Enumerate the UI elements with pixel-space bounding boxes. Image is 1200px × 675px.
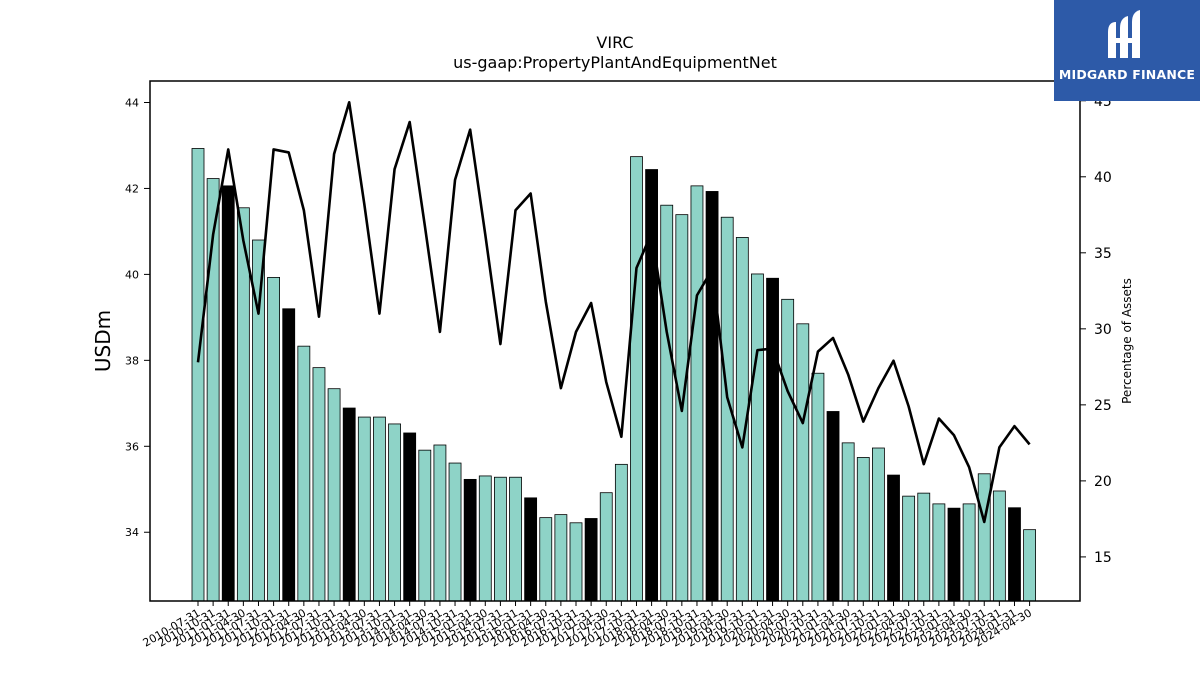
y2-tick-label: 30 — [1094, 322, 1112, 338]
bar — [327, 388, 341, 602]
bar — [478, 475, 492, 602]
bar — [841, 442, 855, 602]
plot-frame — [149, 80, 1081, 602]
bar — [751, 273, 764, 602]
bar — [357, 416, 371, 602]
bar — [312, 367, 326, 602]
bar — [463, 478, 477, 602]
y-axis-left: 34 36 38 40 42 44 — [125, 96, 150, 539]
bar — [569, 522, 583, 602]
bar — [584, 518, 598, 602]
bar — [418, 449, 432, 602]
bar — [448, 462, 462, 602]
y2-tick-label: 20 — [1094, 474, 1112, 490]
y-tick-label: 38 — [125, 354, 139, 367]
bar — [297, 345, 311, 602]
bar — [599, 492, 613, 602]
midgard-finance-logo: MIDGARD FINANCE — [1054, 0, 1200, 101]
bars-layer — [191, 148, 1036, 602]
bar — [917, 492, 931, 602]
bar — [932, 503, 946, 602]
line-layer — [196, 100, 1031, 524]
bar — [811, 372, 825, 602]
bar — [614, 463, 628, 602]
bar — [554, 514, 568, 602]
bar — [1023, 529, 1036, 602]
bar — [1008, 507, 1021, 602]
y2-tick-label: 15 — [1094, 550, 1112, 566]
bar — [524, 497, 538, 602]
bar — [373, 416, 386, 602]
bar — [660, 204, 674, 602]
bar — [509, 476, 522, 602]
chart-title: VIRC — [596, 33, 633, 52]
bar — [766, 277, 779, 602]
bar — [887, 474, 900, 602]
series-line — [196, 100, 1031, 524]
bar — [282, 308, 296, 602]
chart-subtitle: us-gaap:PropertyPlantAndEquipmentNet — [453, 53, 777, 72]
bar — [539, 517, 553, 602]
bar — [826, 411, 840, 602]
bar — [630, 156, 643, 602]
bar — [690, 185, 704, 602]
bar — [977, 473, 991, 602]
bar — [493, 476, 507, 602]
bar — [992, 490, 1006, 602]
y-tick-label: 44 — [125, 96, 139, 109]
bar — [267, 276, 281, 602]
bar — [191, 148, 205, 602]
bar — [902, 495, 916, 602]
bar — [342, 407, 356, 602]
logo-brand-text: MIDGARD FINANCE — [1058, 67, 1196, 82]
y2-tick-label: 40 — [1094, 170, 1112, 186]
x-axis: 2010-07-312010-10-312011-01-312011-04-30… — [141, 601, 1034, 650]
bar — [221, 185, 235, 602]
y2-axis-label: Percentage of Assets — [1120, 278, 1134, 404]
bar — [796, 323, 810, 602]
bar — [403, 432, 417, 602]
bar — [388, 423, 401, 602]
y-tick-label: 40 — [125, 268, 139, 281]
bar — [872, 447, 885, 602]
y-tick-label: 42 — [125, 182, 139, 195]
bar — [433, 444, 447, 602]
midgard-logo-icon — [1108, 10, 1140, 58]
y2-tick-label: 35 — [1094, 246, 1112, 262]
bar — [962, 503, 976, 602]
bar — [705, 191, 719, 602]
y2-tick-label: 25 — [1094, 398, 1112, 414]
y-axis-label: USDm — [91, 310, 115, 372]
bar — [781, 298, 795, 602]
bar — [947, 507, 961, 602]
y-tick-label: 36 — [125, 440, 139, 453]
bar — [856, 457, 870, 602]
y-tick-label: 34 — [125, 526, 139, 539]
